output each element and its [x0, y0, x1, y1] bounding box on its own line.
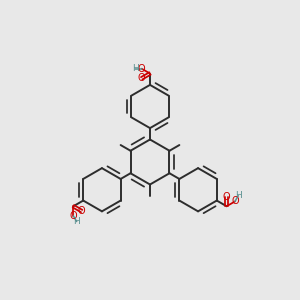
Text: O: O — [223, 192, 230, 202]
Text: H: H — [235, 191, 242, 200]
Text: O: O — [78, 206, 85, 216]
Text: O: O — [70, 211, 77, 221]
Text: H: H — [132, 64, 139, 73]
Text: H: H — [73, 217, 80, 226]
Text: O: O — [138, 64, 146, 74]
Text: O: O — [231, 196, 239, 206]
Text: O: O — [138, 73, 146, 83]
